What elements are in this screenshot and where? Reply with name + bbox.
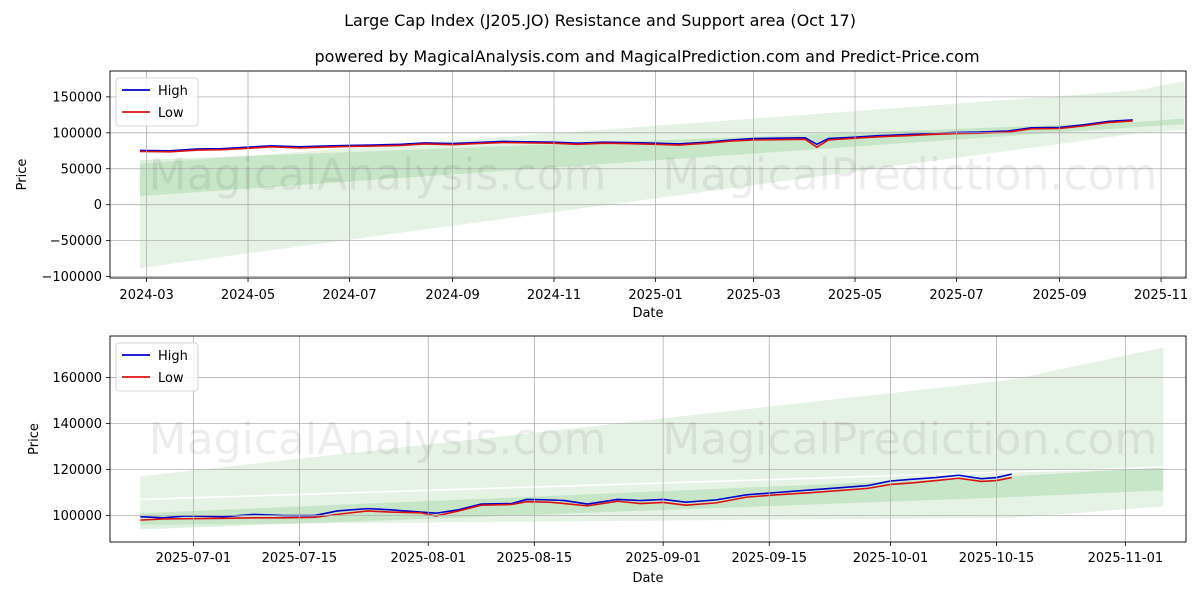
- legend-label-low: Low: [158, 106, 184, 121]
- ref-line: [140, 466, 1164, 501]
- y-tick-label: 120000: [52, 463, 102, 478]
- x-tick-label: 2024-05: [221, 288, 275, 303]
- watermark: MagicalAnalysis.com MagicalPrediction.co…: [149, 414, 1158, 465]
- x-tick-label: 2025-11: [1134, 288, 1188, 303]
- plot-frame: [109, 335, 1187, 543]
- y-tick-label: 160000: [52, 371, 102, 386]
- y-tick-label: −50000: [50, 234, 102, 249]
- x-tick-label: 2024-03: [119, 288, 173, 303]
- x-tick-label: 2025-05: [828, 288, 882, 303]
- x-axis-label: Date: [632, 571, 663, 586]
- x-axis-label: Date: [632, 306, 663, 321]
- x-tick-label: 2025-08-15: [497, 551, 573, 566]
- x-tick-label: 2025-07-01: [156, 551, 232, 566]
- band-0: [140, 347, 1164, 525]
- band-1: [139, 118, 1185, 197]
- plot-frame: [109, 70, 1187, 279]
- x-tick-label: 2025-09-01: [625, 551, 701, 566]
- legend-label-high: High: [158, 349, 188, 364]
- chart-subtitle: powered by MagicalAnalysis.com and Magic…: [314, 47, 979, 66]
- y-axis-label: Price: [27, 423, 42, 455]
- y-tick-label: 50000: [61, 162, 102, 177]
- y-tick-label: 140000: [52, 417, 102, 432]
- top-panel: MagicalAnalysis.com MagicalPrediction.co…: [15, 70, 1188, 321]
- x-tick-label: 2024-07: [322, 288, 376, 303]
- x-tick-label: 2025-07: [929, 288, 983, 303]
- x-tick-label: 2025-11-01: [1088, 551, 1164, 566]
- legend-label-low: Low: [158, 371, 184, 386]
- y-tick-label: 100000: [52, 126, 102, 141]
- y-tick-label: 0: [94, 198, 102, 213]
- watermark: MagicalAnalysis.com MagicalPrediction.co…: [149, 150, 1158, 201]
- x-tick-label: 2025-03: [726, 288, 780, 303]
- x-tick-label: 2025-09-15: [731, 551, 807, 566]
- x-tick-label: 2025-07-15: [262, 551, 338, 566]
- x-tick-label: 2025-01: [628, 288, 682, 303]
- y-tick-label: 100000: [52, 509, 102, 524]
- y-tick-label: 150000: [52, 90, 102, 105]
- band-0: [139, 81, 1185, 268]
- legend-label-high: High: [158, 84, 188, 99]
- x-tick-label: 2024-11: [527, 288, 581, 303]
- x-tick-label: 2025-09: [1032, 288, 1086, 303]
- y-axis-label: Price: [15, 159, 30, 191]
- x-tick-label: 2025-10-15: [959, 551, 1035, 566]
- x-tick-label: 2024-09: [425, 288, 479, 303]
- bottom-panel: MagicalAnalysis.com MagicalPrediction.co…: [27, 335, 1187, 586]
- chart-title: Large Cap Index (J205.JO) Resistance and…: [344, 11, 856, 30]
- y-tick-label: −100000: [41, 270, 102, 285]
- x-tick-label: 2025-10-01: [853, 551, 929, 566]
- x-tick-label: 2025-08-01: [390, 551, 466, 566]
